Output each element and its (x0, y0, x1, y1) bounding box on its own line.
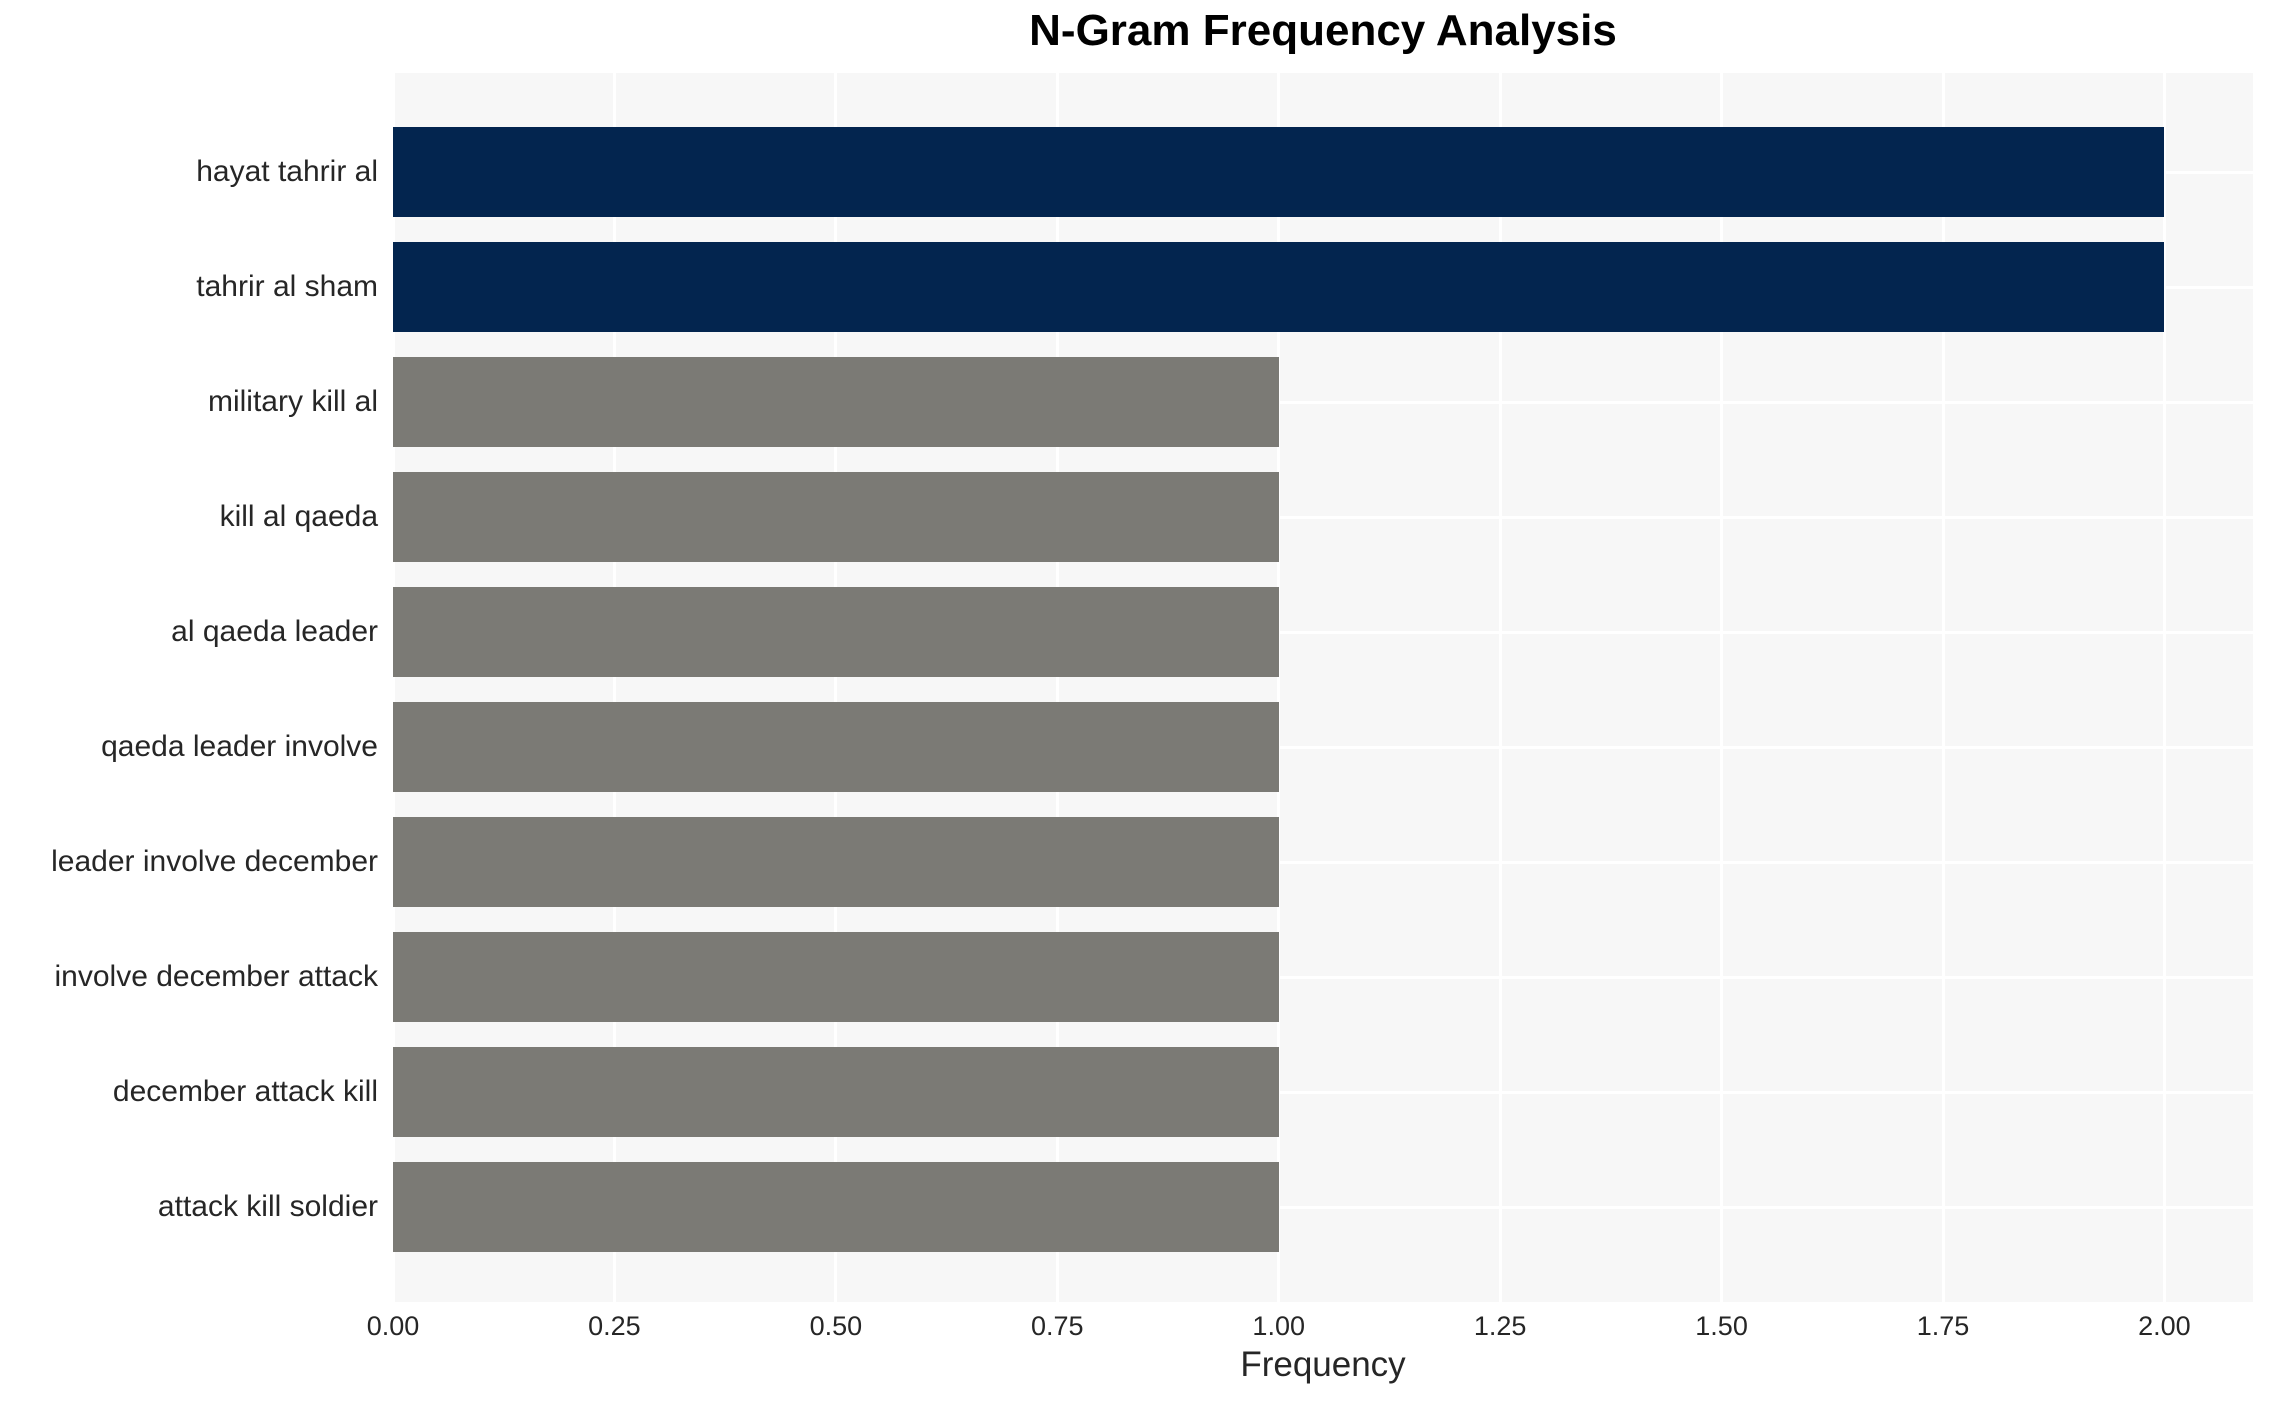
gridline-horizontal (393, 745, 2253, 749)
gridline-horizontal (393, 515, 2253, 519)
gridline-vertical (1055, 73, 1059, 1302)
gridline-horizontal (393, 630, 2253, 634)
y-tick-label: tahrir al sham (196, 270, 378, 303)
gridline-horizontal (393, 1090, 2253, 1094)
x-tick-label: 0.75 (1031, 1311, 1084, 1341)
x-axis-ticks: 0.00 0.25 0.50 0.75 1.00 1.25 1.50 1.75 2.00 (367, 1311, 2253, 1345)
y-tick-label: december attack kill (112, 1075, 378, 1108)
y-tick-label: involve december attack (54, 960, 379, 993)
y-tick-label: qaeda leader involve (101, 730, 378, 763)
bar-kill-al-qaeda (393, 472, 1279, 562)
bar-attack-kill-soldier (393, 1162, 1279, 1252)
bar-involve-december-attack (393, 932, 1279, 1022)
x-tick-label: 1.25 (1473, 1311, 1527, 1341)
bar-hayat-tahrir-al (393, 127, 2165, 217)
x-tick-label: 1.00 (1252, 1311, 1305, 1341)
gridline-vertical (1720, 73, 1724, 1302)
gridline-vertical (393, 73, 395, 1302)
x-tick-label: 0.25 (588, 1311, 641, 1341)
y-tick-label: kill al qaeda (219, 500, 378, 533)
y-tick-label: military kill al (207, 385, 378, 418)
x-tick-label: 2.00 (2138, 1311, 2191, 1341)
x-tick-label: 0.50 (809, 1311, 863, 1341)
gridline-vertical (834, 73, 838, 1302)
gridline-horizontal (393, 860, 2253, 864)
chart-title: N-Gram Frequency Analysis (1029, 6, 1617, 55)
y-tick-label: al qaeda leader (171, 615, 378, 648)
bar-al-qaeda-leader (393, 587, 1279, 677)
bar-qaeda-leader-involve (393, 702, 1279, 792)
x-tick-label: 1.50 (1695, 1311, 1748, 1341)
gridline-vertical (1941, 73, 1945, 1302)
gridline-vertical (1498, 73, 1502, 1302)
y-axis-labels: hayat tahrir al tahrir al sham military ki… (0, 73, 378, 1302)
bar-december-attack-kill (393, 1047, 1279, 1137)
bar-leader-involve-december (393, 817, 1279, 907)
gridline-vertical (1277, 73, 1281, 1302)
gridline-horizontal (393, 975, 2253, 979)
gridline-horizontal (393, 1205, 2253, 1209)
gridline-vertical (2162, 73, 2166, 1302)
x-axis-label: Frequency (1240, 1345, 1406, 1384)
plot-area (393, 73, 2253, 1302)
gridline-horizontal (393, 400, 2253, 404)
bar-tahrir-al-sham (393, 242, 2165, 332)
y-tick-label: hayat tahrir al (196, 155, 378, 188)
x-tick-label: 1.75 (1916, 1311, 1970, 1341)
gridline-vertical (612, 73, 616, 1302)
x-tick-label: 0.00 (366, 1311, 420, 1341)
bar-military-kill-al (393, 357, 1279, 447)
y-tick-label: leader involve december (51, 845, 378, 878)
y-tick-label: attack kill soldier (157, 1190, 378, 1223)
